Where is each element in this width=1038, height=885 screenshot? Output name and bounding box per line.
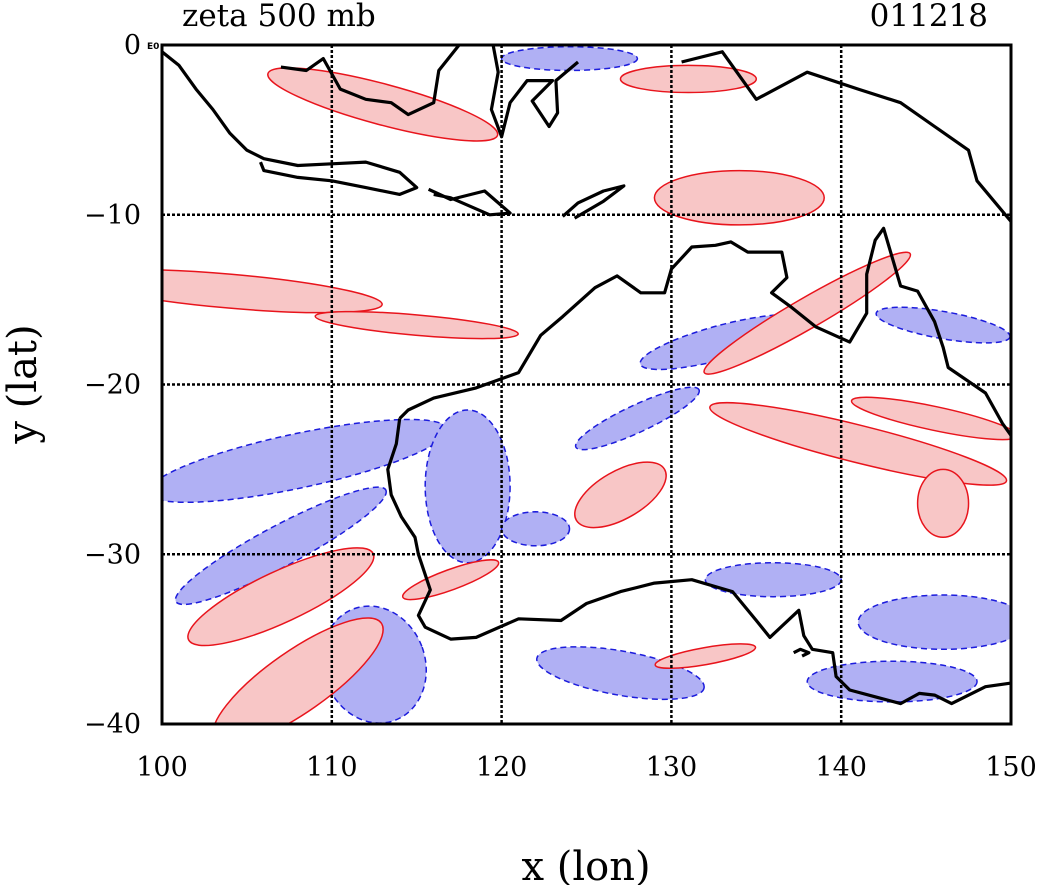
coastline-1 (280, 45, 461, 117)
positive-vorticity-regions (162, 64, 1011, 724)
positive-region-6 (850, 396, 1011, 441)
coastline-5 (681, 50, 1011, 223)
positive-region-9 (211, 617, 384, 724)
coastline-4 (561, 184, 626, 220)
corner-note: E0 (147, 42, 159, 52)
positive-region-10 (401, 559, 500, 601)
plot-frame (160, 43, 1013, 726)
negative-region-12 (500, 511, 571, 547)
y-tick-label-0: 0 (124, 30, 141, 61)
negative-region-5 (574, 386, 701, 451)
negative-region-10 (500, 45, 639, 72)
positive-region-2 (314, 310, 519, 340)
plot-area (162, 45, 1011, 724)
negative-region-7 (704, 561, 842, 598)
x-tick-label-140: 140 (815, 752, 867, 783)
x-axis-ticks: 100 110 120 130 140 150 (136, 752, 1037, 783)
negative-region-8 (806, 660, 978, 703)
gridlines (162, 45, 1011, 724)
coastline-7 (386, 418, 1011, 706)
positive-region-7 (574, 461, 667, 529)
positive-region-1 (162, 268, 383, 314)
negative-region-9 (536, 646, 705, 701)
x-tick-label-150: 150 (985, 752, 1037, 783)
negative-region-1 (174, 486, 387, 606)
y-tick-label-30: −30 (84, 539, 141, 570)
positive-region-5 (709, 401, 1008, 486)
coastline-3 (427, 187, 512, 217)
coastlines (162, 45, 1011, 706)
negative-region-6 (857, 594, 1011, 651)
y-axis-ticks: 0 −10 −20 −30 −40 (84, 30, 141, 740)
coastline-8 (792, 647, 811, 658)
y-tick-label-40: −40 (84, 709, 141, 740)
x-axis-label: x (lon) (521, 844, 650, 885)
negative-region-3 (424, 409, 511, 564)
chart-title: zeta 500 mb (182, 0, 376, 34)
positive-region-3 (653, 169, 825, 226)
x-tick-label-120: 120 (476, 752, 528, 783)
x-tick-label-130: 130 (646, 752, 698, 783)
positive-region-0 (267, 67, 499, 142)
y-tick-label-20: −20 (84, 370, 141, 401)
coastline-2 (489, 45, 580, 139)
y-axis-label: y (lat) (0, 324, 46, 444)
y-tick-label-10: −10 (84, 200, 141, 231)
positive-region-11 (654, 643, 757, 670)
positive-region-12 (916, 468, 970, 539)
coastline-6 (398, 226, 1011, 437)
coastline-0 (162, 50, 419, 196)
date-label: 011218 (870, 0, 988, 34)
x-tick-label-110: 110 (306, 752, 358, 783)
positive-region-13 (619, 64, 758, 94)
x-tick-label-100: 100 (136, 752, 188, 783)
